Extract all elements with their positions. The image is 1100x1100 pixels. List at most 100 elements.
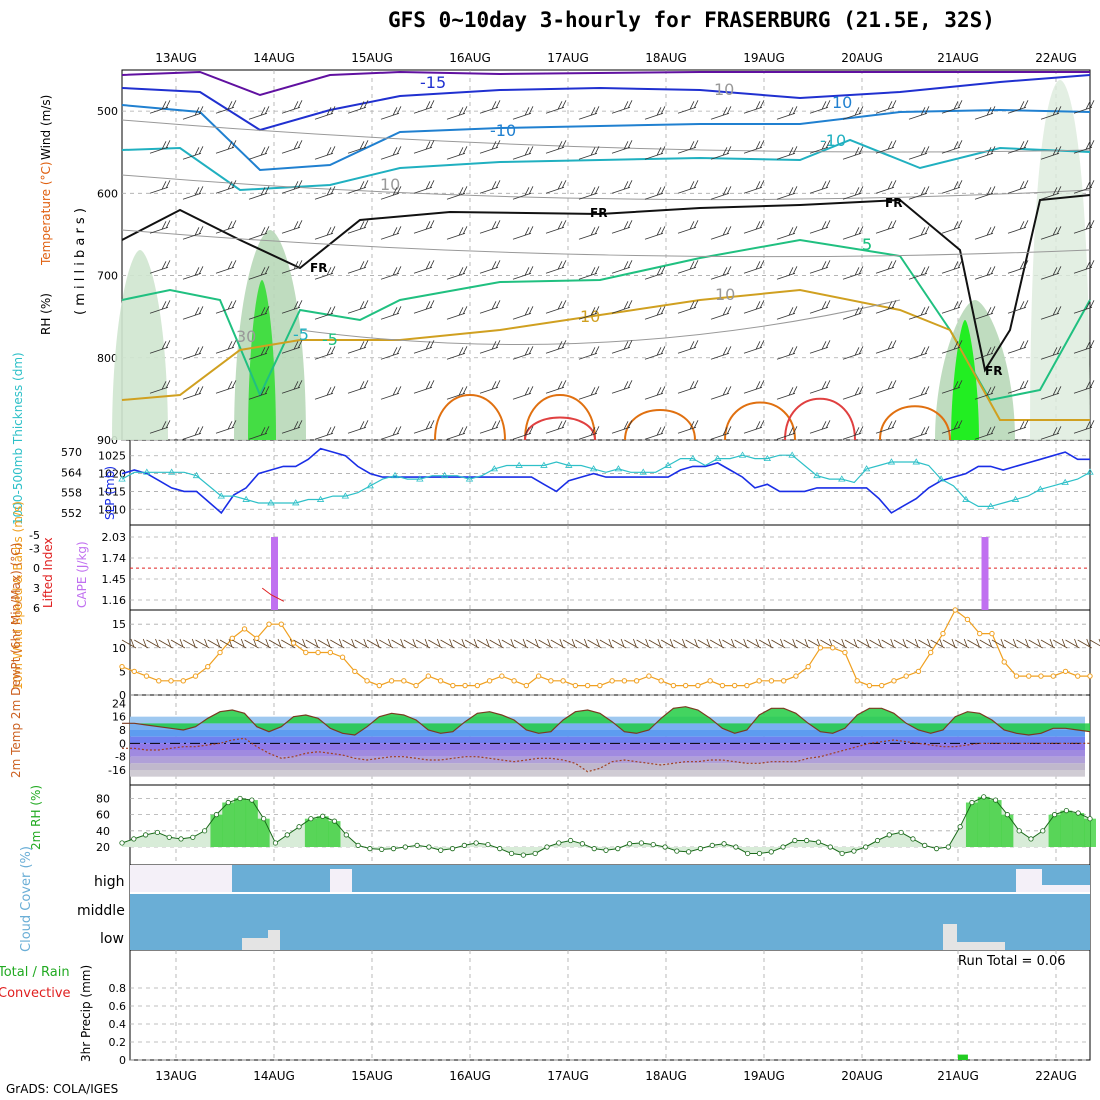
wind-barb — [578, 306, 600, 320]
wind-barb — [611, 260, 633, 274]
slp-thickness-left-label: 1000-500mb Thickness (dm) — [11, 352, 25, 525]
surface-wind-barb — [734, 638, 749, 649]
wind-speed-marker — [413, 682, 419, 689]
wind-barb — [677, 340, 699, 354]
wind-barb — [413, 260, 435, 274]
wind-barb — [314, 266, 336, 280]
temp-color-band — [130, 770, 1085, 777]
wind-barb — [281, 140, 303, 154]
surface-wind-barb — [293, 638, 308, 649]
surface-wind-barb — [207, 638, 222, 649]
wind-barb — [215, 340, 237, 354]
surface-wind-barb — [391, 638, 406, 649]
wind-barb — [149, 100, 171, 114]
surface-wind-barb — [256, 638, 271, 649]
wind-barb — [941, 340, 963, 354]
rh-marker — [662, 844, 668, 850]
date-label-bottom: 21AUG — [937, 1069, 979, 1083]
rh-marker — [508, 850, 515, 857]
wind-barb — [1007, 220, 1029, 234]
temp-tick: 16 — [112, 711, 126, 724]
thickness-marker — [540, 461, 548, 468]
temp-2m-label: 2m Temp 2m DewPt (6hr Min/Max) (°C) — [9, 543, 23, 778]
surface-wind-barb — [648, 638, 664, 649]
wind-speed-marker — [205, 663, 211, 670]
surface-wind-barb — [121, 638, 137, 649]
surface-wind-barb — [758, 638, 774, 649]
surface-wind-barb — [513, 638, 529, 649]
rh-marker — [485, 841, 491, 848]
surface-wind-barb — [452, 638, 468, 649]
wind-barb — [941, 180, 963, 194]
thickness-marker — [192, 471, 201, 479]
rh-marker — [992, 797, 999, 803]
wind-speed-marker — [376, 682, 383, 689]
wind-barb — [1007, 180, 1029, 194]
wind-barb — [512, 106, 534, 120]
wind-barb — [776, 386, 798, 400]
rh-marker — [745, 850, 751, 857]
wind-barb — [1073, 380, 1095, 394]
rh-marker — [910, 836, 916, 842]
surface-wind-barb — [538, 638, 553, 649]
wind-barb — [1007, 300, 1029, 314]
wind-barb — [842, 346, 864, 360]
surface-wind-barb — [501, 638, 517, 649]
wind-barb — [644, 306, 666, 320]
wind-barb — [776, 266, 798, 280]
wind-barb — [710, 426, 732, 440]
date-label-bottom: 20AUG — [841, 1069, 883, 1083]
wind-tick: 5 — [119, 665, 126, 678]
wind-speed-marker — [1038, 673, 1044, 679]
wind-barb — [578, 346, 600, 360]
wind-barb — [941, 380, 963, 394]
surface-wind-barb — [550, 638, 566, 649]
rh-marker — [390, 846, 397, 852]
date-label-top: 22AUG — [1035, 51, 1077, 65]
contour-label: -10 — [820, 131, 846, 150]
upper-rh-label: RH (%) — [39, 293, 53, 335]
rh-marker — [166, 834, 172, 840]
wind-speed-marker — [303, 649, 309, 656]
surface-wind-barb — [587, 638, 602, 649]
surface-wind-barb — [881, 638, 896, 649]
temp-warm-fill — [122, 706, 1090, 735]
wind-barb — [908, 306, 930, 320]
wind-speed-marker — [903, 673, 909, 679]
wind-barb — [644, 186, 666, 200]
wind-speed-marker — [217, 649, 223, 656]
wind-barb — [611, 420, 633, 434]
rh-marker — [284, 832, 290, 838]
temp-tick: 24 — [112, 697, 126, 710]
surface-wind-barb — [268, 638, 284, 649]
wind-speed-marker — [817, 645, 824, 651]
wind-barb — [215, 100, 237, 114]
li-tick: -5 — [29, 529, 40, 542]
wind-barb — [545, 340, 567, 354]
rh-marker — [119, 840, 125, 846]
wind-barb — [512, 226, 534, 240]
temperature-contour — [121, 70, 1090, 97]
cape-tick: 1.45 — [102, 573, 127, 586]
wind-speed-marker — [462, 682, 468, 689]
wind-barb — [875, 260, 897, 274]
wind-speed-marker — [1001, 659, 1007, 665]
precip-tick: 0.8 — [109, 982, 127, 995]
pressure-tick: 700 — [97, 270, 118, 283]
rh-marker — [969, 799, 975, 806]
lifted-index-label: Lifted Index — [41, 537, 55, 608]
wind-barb — [1073, 180, 1095, 194]
surface-wind-barb — [1040, 638, 1056, 649]
wind-barb — [1073, 340, 1095, 354]
wind-speed-marker — [609, 678, 615, 684]
wind-barb — [347, 300, 369, 314]
date-label-bottom: 19AUG — [743, 1069, 785, 1083]
temp-tick: -8 — [115, 751, 126, 764]
thickness-marker — [1036, 485, 1045, 492]
temperature-contour — [121, 194, 1091, 373]
surface-wind-barb — [624, 638, 639, 649]
thickness-marker — [416, 475, 424, 482]
temperature-contour — [121, 74, 1091, 132]
rh-high-fill — [328, 821, 341, 847]
contour-label: -5 — [293, 325, 309, 344]
